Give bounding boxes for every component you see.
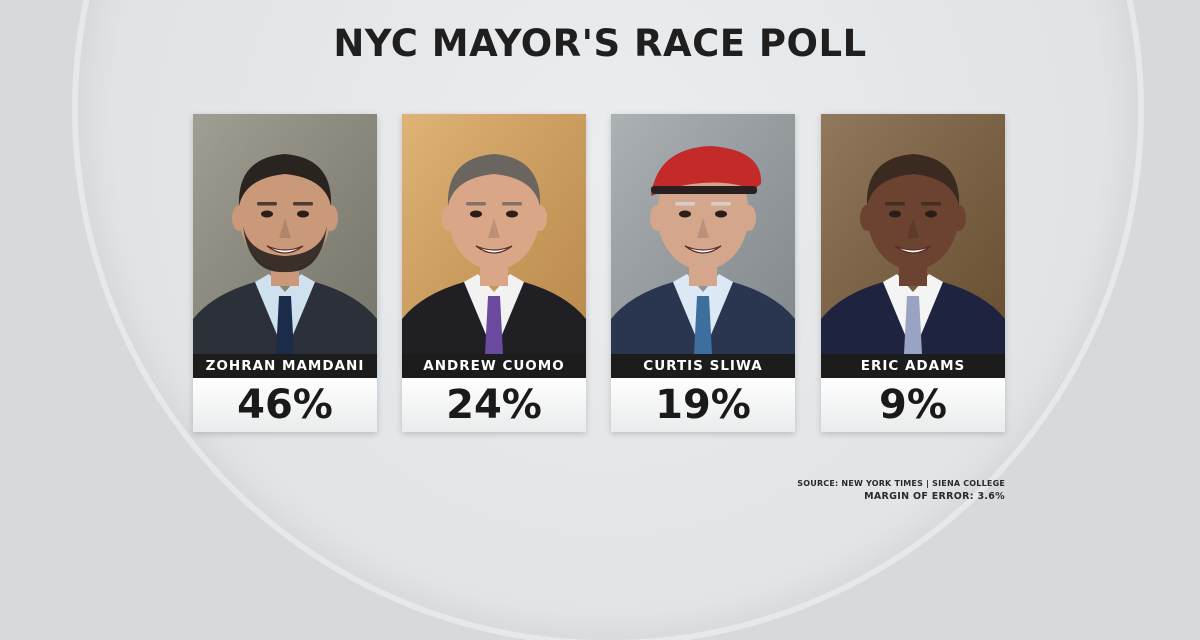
chart-title: NYC MAYOR'S RACE POLL (333, 22, 867, 65)
candidate-percentage: 24% (402, 378, 586, 432)
candidate-name: ERIC ADAMS (821, 354, 1005, 378)
candidate-name: ZOHRAN MAMDANI (193, 354, 377, 378)
candidate-percentage: 19% (611, 378, 795, 432)
margin-of-error: MARGIN OF ERROR: 3.6% (864, 491, 1005, 502)
portrait-illustration (193, 114, 377, 354)
candidate-photo (193, 114, 377, 354)
candidate-card: CURTIS SLIWA 19% (611, 114, 795, 432)
source-note: SOURCE: NEW YORK TIMES | SIENA COLLEGE M… (797, 479, 1005, 502)
portrait-illustration (611, 114, 795, 354)
candidate-photo (402, 114, 586, 354)
candidate-card: ZOHRAN MAMDANI 46% (193, 114, 377, 432)
candidate-card: ERIC ADAMS 9% (821, 114, 1005, 432)
candidate-photo (611, 114, 795, 354)
candidate-photo (821, 114, 1005, 354)
candidate-name: ANDREW CUOMO (402, 354, 586, 378)
candidate-percentage: 46% (193, 378, 377, 432)
portrait-illustration (402, 114, 586, 354)
candidate-percentage: 9% (821, 378, 1005, 432)
portrait-illustration (821, 114, 1005, 354)
candidate-card: ANDREW CUOMO 24% (402, 114, 586, 432)
source-text: SOURCE: NEW YORK TIMES | SIENA COLLEGE (797, 479, 1005, 488)
candidate-name: CURTIS SLIWA (611, 354, 795, 378)
